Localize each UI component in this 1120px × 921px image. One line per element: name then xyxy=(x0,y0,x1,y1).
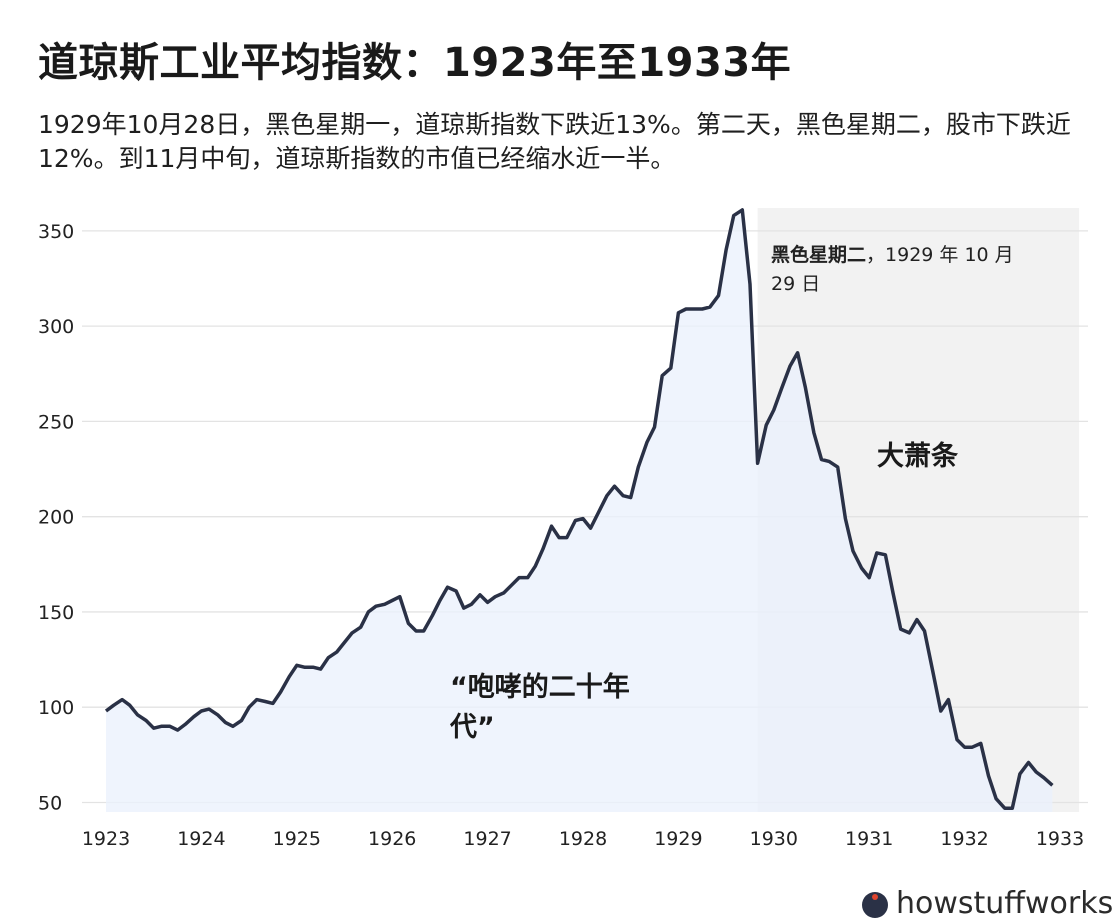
annotation-black-tuesday-date: ，1929 年 10 月 xyxy=(866,244,1014,266)
x-tick-label-1933: 1933 xyxy=(1036,828,1084,850)
y-tick-label-300: 300 xyxy=(38,316,74,338)
annotation-great-depression: 大萧条 xyxy=(877,441,959,472)
annotation-black-tuesday: 黑色星期二，1929 年 10 月 xyxy=(771,243,1014,266)
x-tick-label-1928: 1928 xyxy=(559,828,607,850)
x-tick-label-1925: 1925 xyxy=(273,828,321,850)
x-tick-label-1931: 1931 xyxy=(845,828,893,850)
x-tick-label-1924: 1924 xyxy=(177,828,225,850)
page-title: 道琼斯工业平均指数：1923年至1933年 xyxy=(38,40,792,86)
y-tick-label-250: 250 xyxy=(38,411,74,433)
y-tick-label-200: 200 xyxy=(38,507,74,529)
y-tick-label-150: 150 xyxy=(38,602,74,624)
y-tick-label-350: 350 xyxy=(38,221,74,243)
annotation-roaring-twenties-line1: “咆哮的二十年 xyxy=(450,671,630,703)
x-tick-label-1929: 1929 xyxy=(654,828,702,850)
x-tick-label-1930: 1930 xyxy=(750,828,798,850)
chart-subtitle: 1929年10月28日，黑色星期一，道琼斯指数下跌近13%。第二天，黑色星期二，… xyxy=(38,110,1071,173)
x-tick-label-1923: 1923 xyxy=(82,828,130,850)
x-tick-label-1927: 1927 xyxy=(463,828,511,850)
x-tick-label-1926: 1926 xyxy=(368,828,416,850)
index-area-fill xyxy=(106,209,1053,812)
brand-logo-icon xyxy=(862,891,888,918)
annotation-black-tuesday-line2: 29 日 xyxy=(771,273,820,295)
index-series-line xyxy=(104,208,1054,810)
annotation-roaring-twenties-line2: 代” xyxy=(449,712,495,743)
y-tick-label-100: 100 xyxy=(38,697,74,719)
annotation-black-tuesday-bold: 黑色星期二 xyxy=(771,243,866,266)
x-tick-label-1932: 1932 xyxy=(940,828,988,850)
y-tick-label-50: 50 xyxy=(38,792,62,814)
